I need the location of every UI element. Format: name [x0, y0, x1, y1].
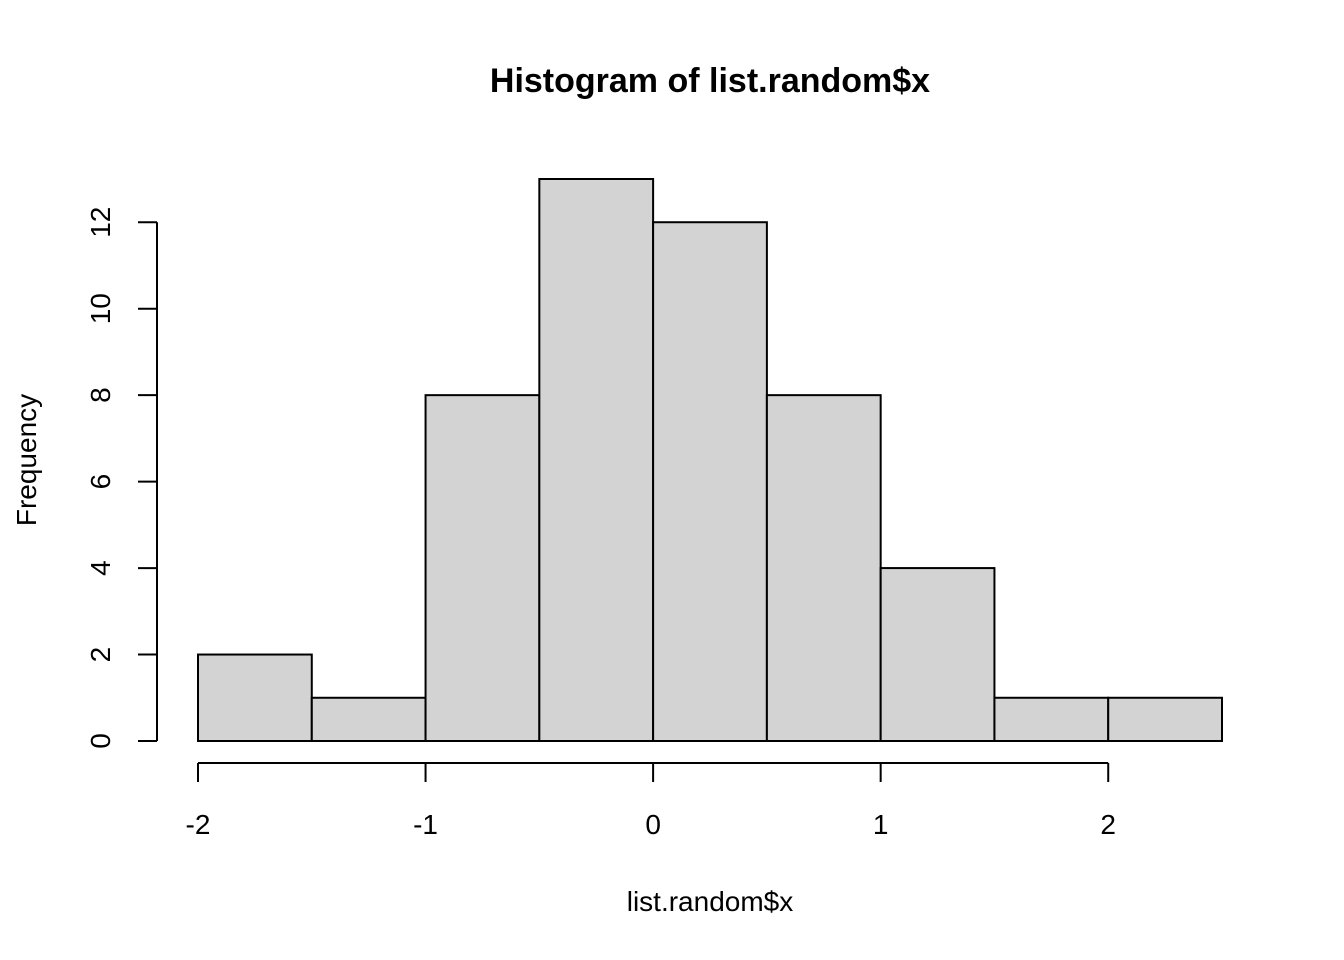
histogram-bar-4: [652, 221, 768, 742]
y-tick-label-1: 2: [85, 647, 116, 663]
y-tick-label-6: 12: [85, 207, 116, 238]
histogram-bar-0: [197, 653, 313, 742]
histogram-bar-2: [424, 394, 541, 742]
histogram-bar-5: [765, 394, 882, 742]
bars-group: [197, 178, 1223, 742]
x-tick-label-0: -2: [186, 809, 211, 840]
y-axis: 0 2 4 6 8 10 12: [85, 207, 158, 749]
histogram-bar-6: [879, 567, 996, 742]
histogram-bar-7: [993, 696, 1110, 742]
histogram-bar-3: [538, 178, 655, 742]
chart-title: Histogram of list.random$x: [490, 62, 930, 100]
y-tick-label-4: 8: [85, 387, 116, 403]
x-tick-label-3: 1: [873, 809, 889, 840]
x-tick-label-2: 0: [645, 809, 661, 840]
y-axis-title: Frequency: [11, 394, 42, 526]
histogram-bar-1: [310, 696, 427, 742]
y-tick-label-0: 0: [85, 733, 116, 749]
x-tick-label-4: 2: [1100, 809, 1116, 840]
histogram-bar-8: [1107, 696, 1223, 742]
x-axis-title: list.random$x: [627, 886, 794, 917]
x-axis: -2 -1 0 1 2: [186, 762, 1116, 840]
y-tick-label-5: 10: [85, 293, 116, 324]
x-tick-label-1: -1: [413, 809, 438, 840]
y-tick-label-3: 6: [85, 474, 116, 490]
y-tick-label-2: 4: [85, 560, 116, 576]
